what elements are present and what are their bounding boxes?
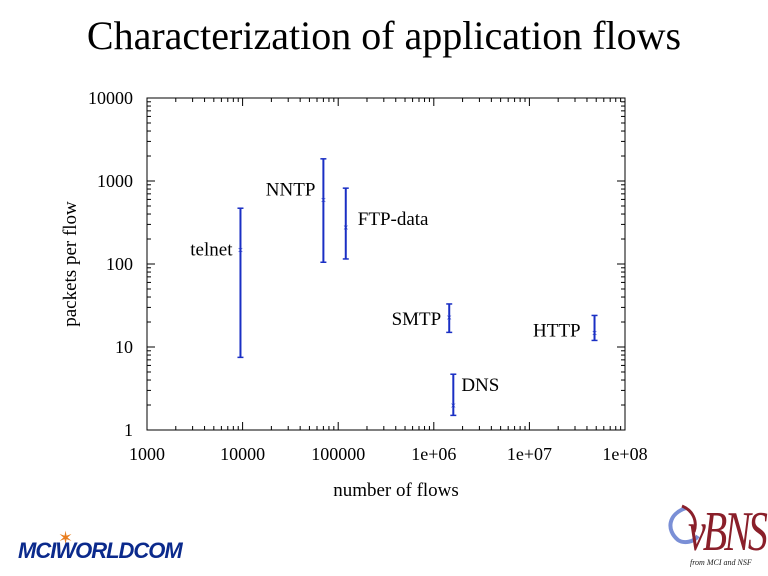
globe-swoosh-icon	[668, 504, 700, 545]
point-label: HTTP	[533, 320, 581, 341]
y-tick-label: 10	[115, 337, 133, 357]
x-tick-label: 1e+08	[602, 444, 647, 464]
x-tick-label: 1000	[129, 444, 165, 464]
point-label: DNS	[461, 375, 499, 396]
y-tick-label: 1000	[97, 171, 133, 191]
point-label: SMTP	[392, 309, 442, 330]
data-point: ×	[446, 313, 452, 324]
star-icon: ✶	[58, 528, 74, 548]
data-point: ×	[238, 245, 244, 256]
x-tick-label: 1e+07	[507, 444, 552, 464]
mci-worldcom-logo: ✶ MCIWORLDCOM	[18, 528, 208, 570]
x-axis-label: number of flows	[333, 480, 459, 501]
y-tick-label: 100	[106, 254, 133, 274]
data-point: ×	[321, 195, 327, 206]
y-axis-label: packets per flow	[60, 201, 81, 327]
point-label: FTP-data	[358, 209, 429, 230]
data-point: ×	[450, 401, 456, 412]
x-tick-label: 1e+06	[411, 444, 456, 464]
x-tick-label: 100000	[311, 444, 365, 464]
mci-worldcom-wordmark: MCIWORLDCOM	[18, 538, 183, 563]
vbns-logo: vBNS from MCI and NSF	[664, 496, 768, 570]
vbns-wordmark: vBNS	[688, 499, 768, 563]
point-label: NNTP	[266, 179, 316, 200]
point-label: telnet	[190, 239, 233, 260]
y-tick-label: 1	[124, 420, 133, 440]
data-point: ×	[343, 223, 349, 234]
plot-frame	[146, 97, 626, 431]
slide-title: Characterization of application flows	[86, 13, 682, 58]
x-tick-label: 10000	[220, 444, 265, 464]
y-tick-label: 10000	[88, 88, 133, 108]
data-point: ×	[592, 328, 598, 339]
vbns-tagline: from MCI and NSF	[690, 558, 752, 567]
